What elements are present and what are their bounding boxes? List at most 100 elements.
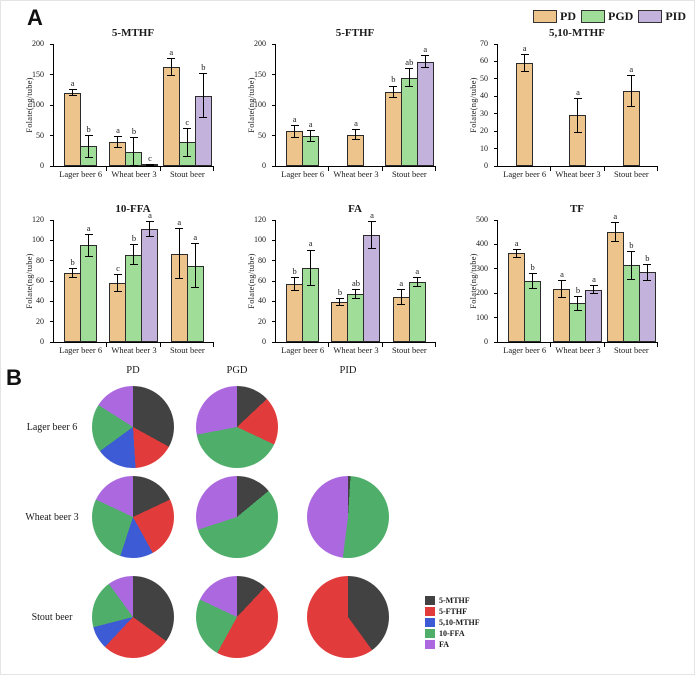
plot-area: b a b ab a a a Lager beer 6 Wheat beer 3 Stout b… [254,211,436,355]
significance-letter: b [86,123,91,134]
bar-group: a [605,44,658,166]
bar-pd: a [347,44,365,166]
significance-letter: a [308,238,313,249]
significance-letter: a [399,278,404,289]
pie-grid-corner [19,365,85,381]
error-bar [167,58,176,77]
pie-cell [85,561,181,673]
significance-letter: b [292,265,297,276]
pie-row-label: Wheat beer 3 [25,511,79,523]
pie-cell [181,561,293,673]
x-axis-labels: Lager beer 6 Wheat beer 3 Stout beer [276,166,436,179]
pie-legend-item: 5,10-MTHF [425,617,480,627]
legend-label: FA [439,639,450,649]
x-tick-label: Stout beer [169,345,205,355]
bar-pd: a [109,44,127,166]
legend-swatch [425,639,435,649]
x-axis-labels: Lager beer 6 Wheat beer 3 Stout beer [54,166,214,179]
pie-chart [196,386,278,468]
pie-cell [181,381,293,473]
bar-groups: b a b ab a a a [276,211,436,342]
legend-swatch [425,617,435,627]
panel-b: B PD PGD PID Lager beer 6 Wheat beer 3 S… [1,361,694,674]
pie-chart [92,386,174,468]
pie-chart [196,476,278,558]
plot-area: a a a b ab a Lager beer 6 Wheat beer 3 Stout be… [254,39,436,179]
x-tick-label: Stout beer [391,169,427,179]
legend-item-pid: PID [638,9,686,24]
x-axis-labels: Lager beer 6 Wheat beer 3 Stout beer [498,342,658,355]
error-bar [405,68,414,87]
significance-letter: a [560,268,564,279]
significance-letter: ab [405,57,414,68]
bar-pd: b [64,220,82,342]
pie-legend-item: 10-FFA [425,628,480,638]
error-bar [389,85,398,98]
chart-title: TF [569,203,585,215]
legend-swatch [425,606,435,616]
bar-pd: a [553,220,571,342]
error-bar [306,130,315,143]
significance-letter: a [308,119,313,130]
chart-title: FA [348,203,362,215]
x-tick-label: Stout beer [613,345,649,355]
bar-group: a c b [161,44,214,166]
bar-group: a [329,44,382,166]
bar-pd: a [569,44,587,166]
pie-col-header-pgd: PGD [226,365,248,376]
x-tick-label: Lager beer 6 [59,169,103,179]
error-bar [573,296,582,311]
significance-letter: a [592,273,596,284]
legend-label: PID [665,9,686,23]
bar-pgd: a [80,220,98,342]
legend-label: 5-MTHF [439,595,470,605]
significance-letter: a [70,78,75,89]
pie-chart [307,476,389,558]
error-bar [589,284,598,295]
significance-letter: a [116,124,120,135]
pie-cell [85,473,181,561]
panel-b-label: B [6,365,22,390]
pie-row-label: Stout beer [31,611,73,623]
pie-chart [92,576,174,658]
bar-pid: a [141,211,159,342]
legend-swatch [425,628,435,638]
legend-item-pgd: PGD [580,9,633,24]
bar-pd: c [109,220,127,342]
bar-group: c b a [107,211,160,342]
bar-pgd: a [302,44,320,166]
x-tick-label: Lager beer 6 [281,345,325,355]
bar-pgd: b [80,44,98,166]
x-axis-labels: Lager beer 6 Wheat beer 3 Stout beer [498,166,658,179]
bar-pgd: b [125,44,143,166]
error-bar [175,228,184,279]
significance-letter: a [86,223,91,234]
bar-pd: a [606,212,624,342]
bar-pd: a [622,44,640,166]
pie-legend-item: FA [425,639,480,649]
error-bar [397,289,406,306]
bar-pgd: c [178,44,196,166]
bar-pgd: a [302,220,320,342]
bar-pid: c [141,44,159,166]
significance-letter: a [370,210,374,221]
x-tick-label: Stout beer [613,169,649,179]
x-tick-label: Lager beer 6 [59,345,103,355]
bar-pd: b [331,220,349,342]
panel-a-label: A [27,5,43,30]
pie-cell [293,381,403,473]
error-bar [199,73,208,119]
pie-row-label: Lager beer 6 [26,421,78,433]
error-bar [191,243,200,289]
bar-pd: a [162,44,180,166]
significance-letter: a [415,265,420,276]
significance-letter: c [116,262,120,273]
